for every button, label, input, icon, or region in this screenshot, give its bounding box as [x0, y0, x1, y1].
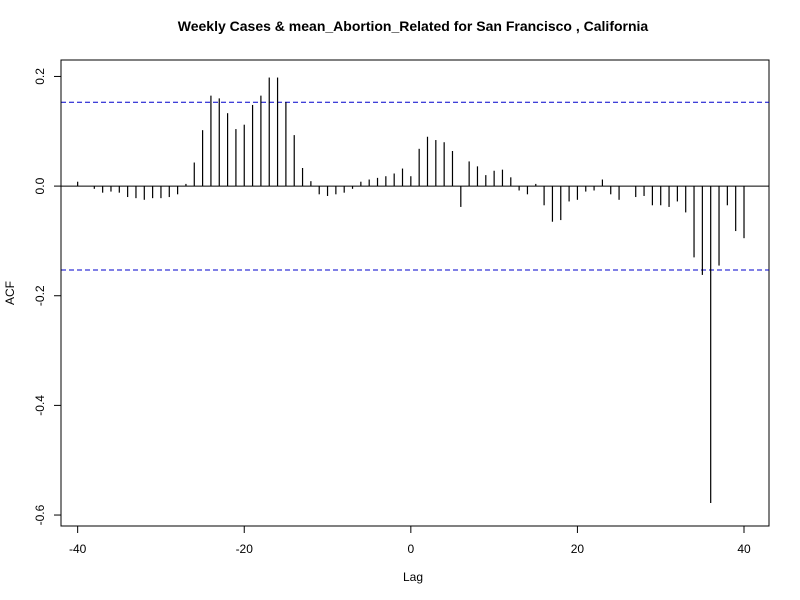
y-tick-label: -0.2	[33, 285, 47, 306]
y-axis-label: ACF	[3, 281, 17, 305]
x-tick-label: -40	[69, 542, 87, 556]
y-tick-label: 0.2	[33, 68, 47, 85]
x-tick-label: -20	[236, 542, 254, 556]
x-tick-label: 40	[737, 542, 751, 556]
confidence-bounds	[61, 101, 769, 271]
y-axis: -0.6 -0.4 -0.2 0.0 0.2	[33, 68, 62, 525]
y-tick-label: 0.0	[33, 177, 47, 194]
y-tick-label: -0.4	[33, 395, 47, 416]
plot-area-frame	[60, 59, 770, 527]
chart-title: Weekly Cases & mean_Abortion_Related for…	[178, 18, 649, 34]
x-tick-label: 20	[571, 542, 585, 556]
y-tick-label: -0.6	[33, 504, 47, 525]
x-axis-label: Lag	[403, 570, 423, 584]
x-tick-label: 0	[407, 542, 414, 556]
x-axis: -40 -20 0 20 40	[69, 525, 751, 556]
acf-bars	[77, 77, 745, 503]
